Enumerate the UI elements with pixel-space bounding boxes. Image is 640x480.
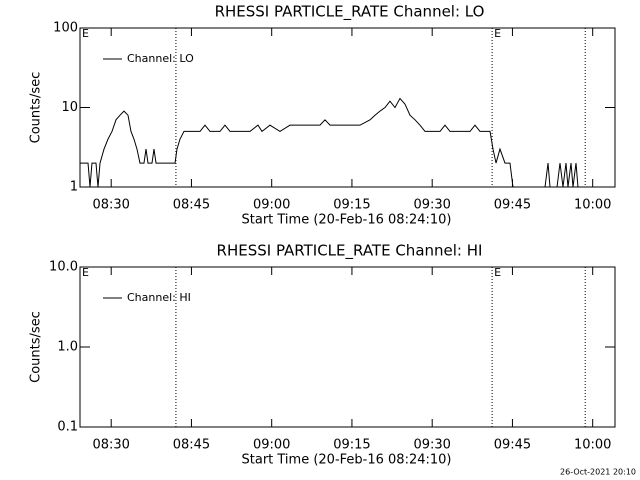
y-axis-label: Counts/sec bbox=[29, 72, 44, 144]
y-tick-label: 1.0 bbox=[57, 340, 78, 355]
x-tick-label: 09:00 bbox=[253, 438, 290, 453]
annotation: E bbox=[494, 266, 501, 279]
y-tick-label: 100 bbox=[53, 21, 78, 36]
x-tick-label: 08:30 bbox=[92, 198, 129, 213]
y-tick-label: 1 bbox=[70, 180, 78, 195]
x-tick-label: 09:30 bbox=[413, 198, 450, 213]
x-axis-label: Start Time (20-Feb-16 08:24:10) bbox=[242, 213, 452, 228]
legend-label: Channel: HI bbox=[127, 291, 191, 304]
x-axis-label: Start Time (20-Feb-16 08:24:10) bbox=[242, 453, 452, 468]
annotation: E bbox=[82, 27, 89, 40]
x-tick-label: 09:45 bbox=[494, 198, 531, 213]
x-tick-label: 10:00 bbox=[574, 438, 611, 453]
y-tick-label: 10 bbox=[61, 100, 78, 115]
x-tick-label: 08:30 bbox=[92, 438, 129, 453]
chart-title: RHESSI PARTICLE_RATE Channel: HI bbox=[217, 242, 483, 261]
x-tick-label: 08:45 bbox=[173, 438, 210, 453]
y-tick-label: 10.0 bbox=[49, 260, 78, 275]
x-tick-label: 08:45 bbox=[173, 198, 210, 213]
chart-title: RHESSI PARTICLE_RATE Channel: LO bbox=[215, 3, 485, 22]
data-line bbox=[80, 97, 579, 188]
x-tick-label: 09:15 bbox=[333, 438, 370, 453]
x-tick-label: 10:00 bbox=[574, 198, 611, 213]
x-tick-label: 09:45 bbox=[494, 438, 531, 453]
legend-label: Channel: LO bbox=[127, 52, 194, 65]
x-tick-label: 09:00 bbox=[253, 198, 290, 213]
x-tick-label: 09:15 bbox=[333, 198, 370, 213]
y-axis-label: Counts/sec bbox=[29, 311, 44, 383]
footer-date: 26-Oct-2021 20:10 bbox=[560, 468, 636, 477]
x-tick-label: 09:30 bbox=[413, 438, 450, 453]
annotation: E bbox=[82, 266, 89, 279]
annotation: E bbox=[494, 27, 501, 40]
y-tick-label: 0.1 bbox=[57, 420, 78, 435]
